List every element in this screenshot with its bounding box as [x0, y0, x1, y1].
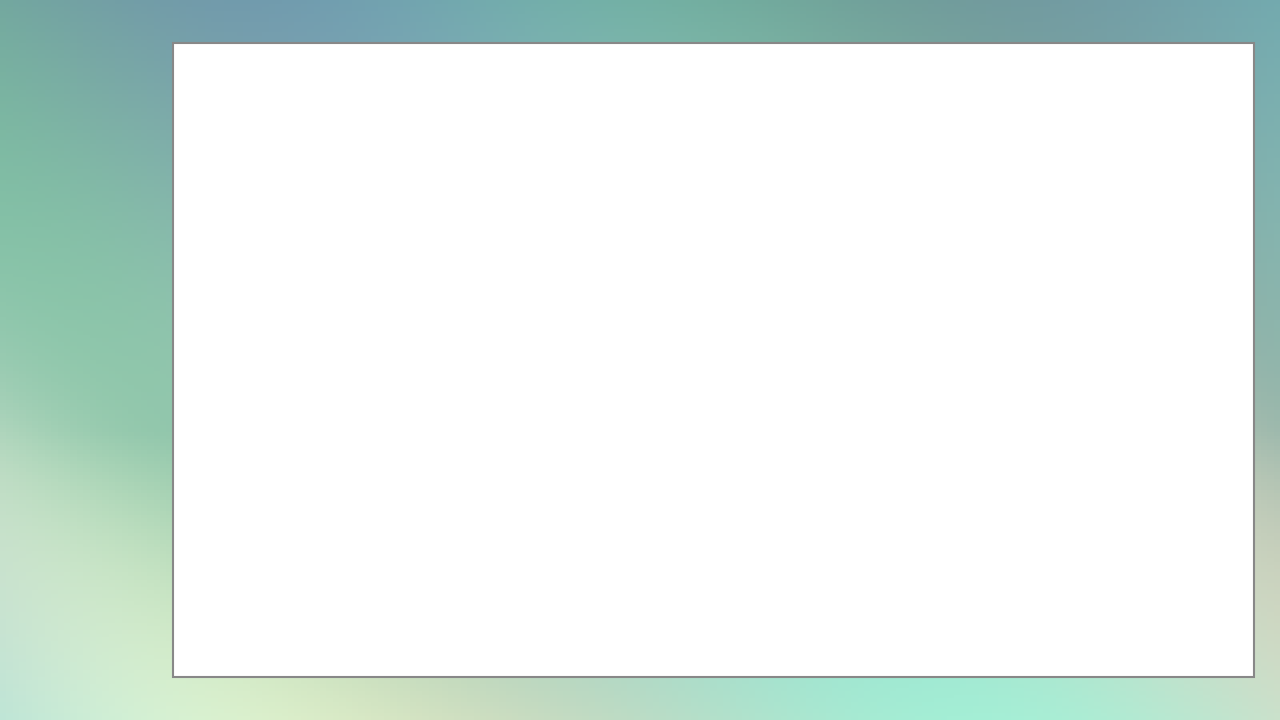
Title: CFSv2 forecast Nino3.4 SST anomalies (K) (PDF corrected): CFSv2 forecast Nino3.4 SST anomalies (K)…: [415, 83, 1044, 102]
